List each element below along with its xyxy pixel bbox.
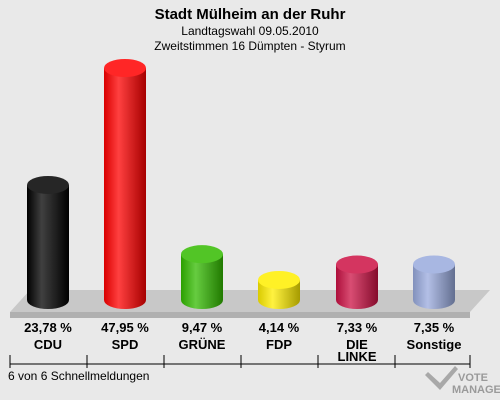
bar-body-gr-ne	[181, 254, 223, 309]
labels-group: 23,78 % CDU 47,95 % SPD 9,47 % GRÜNE 4,14 % FDP…	[24, 320, 461, 364]
category-label-cdu: CDU	[34, 337, 62, 352]
bar-top-sonstige	[413, 255, 455, 274]
chart-title: Stadt Mülheim an der Ruhr	[155, 6, 346, 23]
bar-top-die-linke	[336, 255, 378, 274]
bar-body-sonstige	[413, 264, 455, 309]
votemanager-logo: VOTE MANAGER	[425, 366, 500, 396]
bar-body-die-linke	[336, 264, 378, 309]
checkmark-icon	[425, 366, 458, 390]
category-label-spd: SPD	[112, 337, 139, 352]
bar-fdp	[258, 270, 300, 309]
bar-body-spd	[104, 68, 146, 309]
category-label-gr-ne: GRÜNE	[179, 337, 226, 352]
bar-top-gr-ne	[181, 245, 223, 264]
bar-top-cdu	[27, 175, 69, 194]
category-label-die-linke-1: DIE	[346, 337, 368, 352]
value-label-cdu: 23,78 %	[24, 320, 72, 335]
chart-subtitle-district: Zweitstimmen 16 Dümpten - Styrum	[154, 39, 345, 53]
bars-group	[27, 59, 455, 309]
logo-text-vote: VOTE	[458, 372, 488, 384]
value-label-spd: 47,95 %	[101, 320, 149, 335]
floor-edge	[10, 312, 470, 318]
chart-subtitle-election: Landtagswahl 09.05.2010	[181, 24, 319, 38]
category-label-fdp: FDP	[266, 337, 292, 352]
axis-ticks	[9, 355, 471, 368]
bar-body-cdu	[27, 184, 69, 309]
bar-spd	[104, 59, 146, 309]
bar-cdu	[27, 175, 69, 309]
bar-top-fdp	[258, 270, 300, 289]
category-label-die-linke-2: LINKE	[338, 349, 377, 364]
logo-text-manager: MANAGER	[452, 384, 500, 396]
value-label-die-linke: 7,33 %	[337, 320, 378, 335]
bar-gr-ne	[181, 245, 223, 309]
value-label-sonstige: 7,35 %	[414, 320, 455, 335]
bar-die-linke	[336, 255, 378, 309]
status-text: 6 von 6 Schnellmeldungen	[8, 369, 149, 383]
bar-top-spd	[104, 59, 146, 77]
category-label-sonstige: Sonstige	[407, 337, 462, 352]
value-label-fdp: 4,14 %	[259, 320, 300, 335]
value-label-gr-ne: 9,47 %	[182, 320, 223, 335]
bar-sonstige	[413, 255, 455, 309]
